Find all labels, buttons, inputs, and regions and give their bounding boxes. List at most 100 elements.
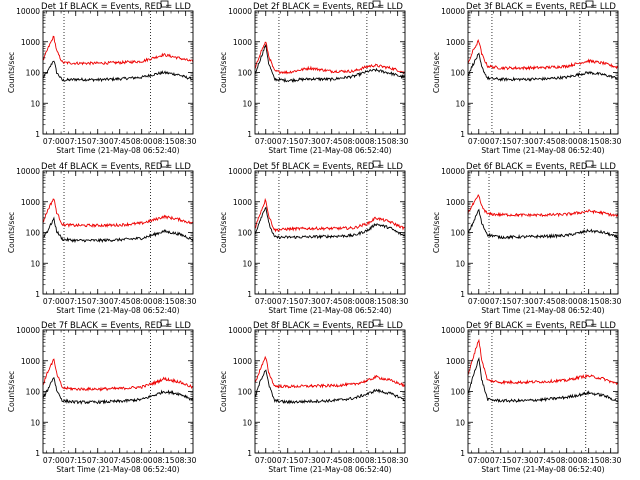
y-tick-label: 1 <box>247 449 252 458</box>
y-tick-label: 10 <box>242 418 252 427</box>
events-series-line <box>254 44 406 83</box>
x-tick-label: 08:30 <box>387 456 409 465</box>
x-axis-label: Start Time (21-May-08 06:52:40) <box>56 306 179 315</box>
x-tick-label: 07:00 <box>468 456 490 465</box>
panel-9: Det 9f BLACK = Events, RED = LLD 1 10 100 10… <box>432 319 622 474</box>
x-tick-label: 07:00 <box>255 297 277 306</box>
panel-title: Det 7f BLACK = Events, RED = LLD <box>41 321 191 331</box>
x-tick-label: 07:30 <box>299 456 321 465</box>
plot-frame <box>42 170 194 295</box>
x-tick-label: 08:00 <box>131 456 153 465</box>
y-tick-label: 10000 <box>441 326 465 335</box>
y-tick-label: 100 <box>26 229 41 238</box>
plot-frame <box>254 170 406 295</box>
y-tick-label: 100 <box>451 229 466 238</box>
x-tick-label: 07:30 <box>512 297 534 306</box>
x-tick-label: 07:00 <box>255 456 277 465</box>
y-tick-label: 10000 <box>441 7 465 16</box>
x-tick-label: 08:30 <box>387 137 409 146</box>
panel-6: Det 6f BLACK = Events, RED = LLD 1 10 100 10… <box>432 160 622 315</box>
panel-1: Det 1f BLACK = Events, RED = LLD 1 10 100 10… <box>7 0 197 155</box>
x-tick-label: 08:00 <box>131 297 153 306</box>
lld-series-line <box>467 194 619 218</box>
x-tick-label: 08:15 <box>153 297 175 306</box>
y-axis-label: Counts/sec <box>432 52 441 93</box>
lld-series-line <box>254 41 406 75</box>
x-tick-label: 07:45 <box>534 297 556 306</box>
y-tick-label: 100 <box>238 388 253 397</box>
panel-title: Det 6f BLACK = Events, RED = LLD <box>466 162 616 172</box>
x-tick-label: 08:00 <box>556 456 578 465</box>
x-tick-label: 07:15 <box>277 456 299 465</box>
lld-series-line <box>254 355 406 389</box>
x-tick-label: 08:15 <box>578 456 600 465</box>
y-tick-label: 1000 <box>21 357 40 366</box>
marker-box-icon <box>372 319 381 327</box>
x-tick-label: 08:15 <box>578 137 600 146</box>
x-tick-label: 07:45 <box>109 137 131 146</box>
marker-box-icon <box>372 160 381 168</box>
x-tick-label: 08:30 <box>600 297 622 306</box>
x-tick-label: 07:45 <box>321 137 343 146</box>
y-tick-label: 100 <box>238 69 253 78</box>
marker-box-icon <box>585 0 594 8</box>
x-tick-label: 08:15 <box>365 456 387 465</box>
y-tick-label: 1000 <box>21 198 40 207</box>
x-tick-label: 07:45 <box>109 456 131 465</box>
panel-3: Det 3f BLACK = Events, RED = LLD 1 10 100 10… <box>432 0 622 155</box>
panel-title: Det 4f BLACK = Events, RED = LLD <box>41 162 191 172</box>
marker-box-icon <box>585 319 594 327</box>
events-series-line <box>254 206 406 240</box>
x-tick-label: 08:15 <box>365 297 387 306</box>
x-tick-label: 07:00 <box>43 297 65 306</box>
marker-box-icon <box>160 160 169 168</box>
x-tick-label: 08:00 <box>556 297 578 306</box>
x-tick-label: 08:15 <box>153 456 175 465</box>
x-tick-label: 07:30 <box>299 137 321 146</box>
y-tick-label: 1 <box>35 290 40 299</box>
y-tick-label: 1 <box>460 290 465 299</box>
y-axis-label: Counts/sec <box>7 212 16 253</box>
y-tick-label: 10 <box>242 259 252 268</box>
y-tick-label: 1000 <box>446 198 465 207</box>
events-series-line <box>42 216 194 244</box>
x-tick-label: 08:30 <box>387 297 409 306</box>
events-series-line <box>467 208 619 240</box>
x-tick-label: 07:00 <box>468 297 490 306</box>
x-tick-label: 07:00 <box>255 137 277 146</box>
lld-series-line <box>42 358 194 392</box>
y-tick-label: 10000 <box>228 167 252 176</box>
y-axis-label: Counts/sec <box>432 212 441 253</box>
x-tick-label: 07:30 <box>512 456 534 465</box>
x-tick-label: 07:15 <box>65 297 87 306</box>
lld-series-line <box>43 35 194 66</box>
y-axis-label: Counts/sec <box>7 371 16 412</box>
events-series-line <box>255 369 406 405</box>
x-tick-label: 07:15 <box>490 137 512 146</box>
panel-title: Det 9f BLACK = Events, RED = LLD <box>466 321 616 331</box>
x-tick-label: 08:30 <box>600 456 622 465</box>
events-series-line <box>467 52 619 82</box>
x-axis-label: Start Time (21-May-08 06:52:40) <box>268 146 391 155</box>
x-tick-label: 07:15 <box>490 297 512 306</box>
x-tick-label: 07:00 <box>468 137 490 146</box>
x-tick-label: 07:00 <box>43 456 65 465</box>
y-tick-label: 100 <box>26 69 41 78</box>
y-tick-label: 1 <box>247 130 252 139</box>
panel-5: Det 5f BLACK = Events, RED = LLD 1 10 100 10… <box>219 160 409 315</box>
panel-8: Det 8f BLACK = Events, RED = LLD 1 10 100 10… <box>219 319 409 474</box>
x-tick-label: 07:15 <box>277 137 299 146</box>
x-tick-label: 07:30 <box>87 137 109 146</box>
x-tick-label: 07:15 <box>65 456 87 465</box>
x-tick-label: 08:15 <box>365 137 387 146</box>
panel-title: Det 2f BLACK = Events, RED = LLD <box>253 2 403 12</box>
lld-series-line <box>467 338 619 386</box>
x-tick-label: 07:30 <box>87 456 109 465</box>
y-tick-label: 1000 <box>446 38 465 47</box>
y-tick-label: 1 <box>460 449 465 458</box>
y-axis-label: Counts/sec <box>219 212 228 253</box>
y-tick-label: 1000 <box>446 357 465 366</box>
lld-series-line <box>467 39 619 71</box>
panel-title: Det 8f BLACK = Events, RED = LLD <box>253 321 403 331</box>
